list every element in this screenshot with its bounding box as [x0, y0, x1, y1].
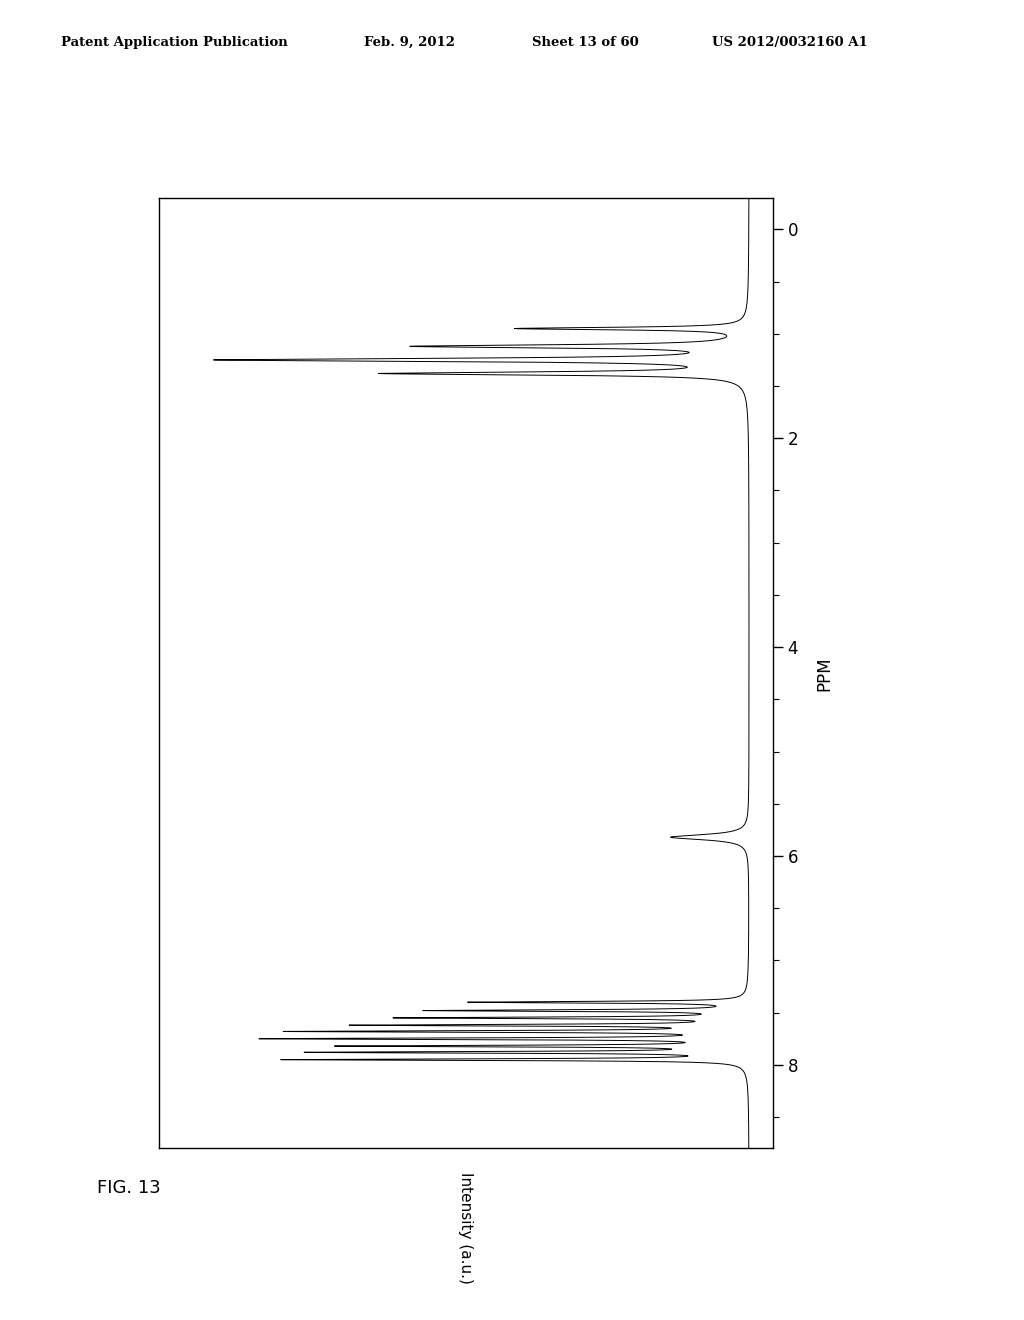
Text: Feb. 9, 2012: Feb. 9, 2012 [364, 36, 455, 49]
Text: Sheet 13 of 60: Sheet 13 of 60 [532, 36, 639, 49]
Text: FIG. 13: FIG. 13 [97, 1179, 161, 1197]
Text: US 2012/0032160 A1: US 2012/0032160 A1 [712, 36, 867, 49]
Text: Patent Application Publication: Patent Application Publication [61, 36, 288, 49]
Text: Intensity (a.u.): Intensity (a.u.) [459, 1172, 473, 1283]
Y-axis label: PPM: PPM [815, 656, 833, 690]
